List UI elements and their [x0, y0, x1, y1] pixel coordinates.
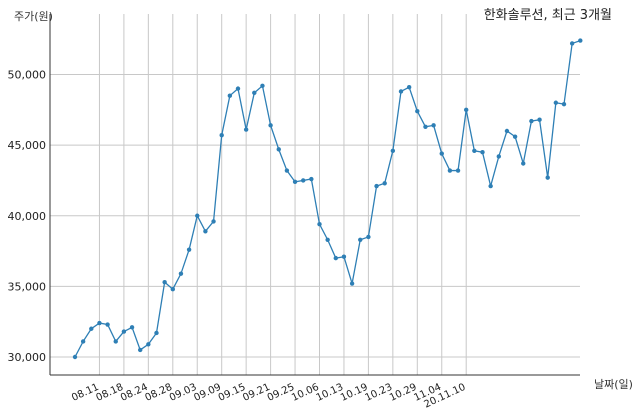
data-point [512, 134, 518, 139]
data-point [138, 347, 143, 353]
data-point [235, 86, 241, 91]
data-point [349, 281, 355, 286]
data-point [464, 107, 469, 113]
y-tick-labels: 30,000 35,000 40,000 45,000 50,000 [8, 69, 47, 365]
data-point [496, 154, 501, 159]
data-point [561, 101, 567, 107]
data-points [72, 38, 583, 360]
data-point [333, 255, 338, 261]
data-point [260, 83, 265, 89]
data-point [521, 161, 526, 166]
data-point [537, 117, 542, 122]
data-point [480, 149, 485, 155]
data-point [219, 133, 224, 138]
data-point [268, 123, 273, 128]
data-point [252, 90, 257, 96]
y-tick-label: 35,000 [8, 280, 47, 293]
data-point [211, 219, 216, 224]
data-point [545, 175, 550, 180]
x-axis-label: 날짜(일) [594, 378, 633, 391]
data-point [89, 326, 94, 331]
data-point [358, 237, 363, 242]
chart-title: 한화솔루션, 최근 3개월 [483, 8, 612, 23]
x-tick-labels: 08.1108.1808.2408.2809.0309.0909.1509.21… [70, 382, 467, 411]
data-point [553, 100, 559, 105]
data-point [488, 183, 493, 189]
data-point [146, 342, 151, 347]
data-point [423, 124, 428, 129]
data-point [154, 330, 159, 336]
data-point [276, 147, 281, 152]
y-tick-label: 50,000 [8, 69, 47, 82]
y-tick-label: 45,000 [8, 139, 47, 152]
data-point [170, 287, 175, 292]
data-point [301, 178, 306, 183]
data-point [121, 329, 127, 334]
data-point [390, 148, 396, 153]
data-point [72, 354, 78, 360]
data-point [472, 148, 477, 153]
data-point [186, 247, 192, 252]
data-point [374, 183, 379, 189]
data-point [431, 123, 436, 128]
data-point [292, 179, 298, 185]
data-point [455, 168, 461, 173]
data-point [284, 168, 290, 173]
data-point [325, 237, 330, 242]
data-point [203, 229, 208, 234]
data-point [439, 151, 444, 156]
data-point [578, 38, 583, 43]
grid-lines [50, 14, 580, 375]
data-point [129, 325, 135, 330]
data-point [113, 339, 118, 344]
data-point [178, 271, 184, 276]
data-point [162, 279, 167, 285]
data-point [406, 85, 412, 90]
data-point [366, 234, 371, 240]
series-line-group [74, 39, 581, 358]
data-point [415, 109, 420, 114]
data-point [341, 254, 347, 259]
data-point [398, 89, 404, 94]
y-axis-label: 주가(원) [14, 10, 53, 23]
data-point [382, 181, 387, 186]
data-point [504, 128, 510, 134]
data-point [309, 176, 314, 182]
data-point [569, 41, 575, 46]
data-point [447, 168, 453, 173]
axes [49, 14, 580, 376]
data-point [243, 127, 249, 132]
series-line [74, 39, 581, 358]
data-point [529, 118, 534, 124]
data-point [227, 93, 233, 98]
data-point [97, 320, 102, 326]
data-point [317, 222, 322, 227]
y-tick-label: 40,000 [8, 210, 47, 223]
y-tick-label: 30,000 [8, 351, 47, 364]
data-point [195, 213, 200, 218]
data-point [80, 339, 86, 344]
data-point [105, 322, 110, 327]
